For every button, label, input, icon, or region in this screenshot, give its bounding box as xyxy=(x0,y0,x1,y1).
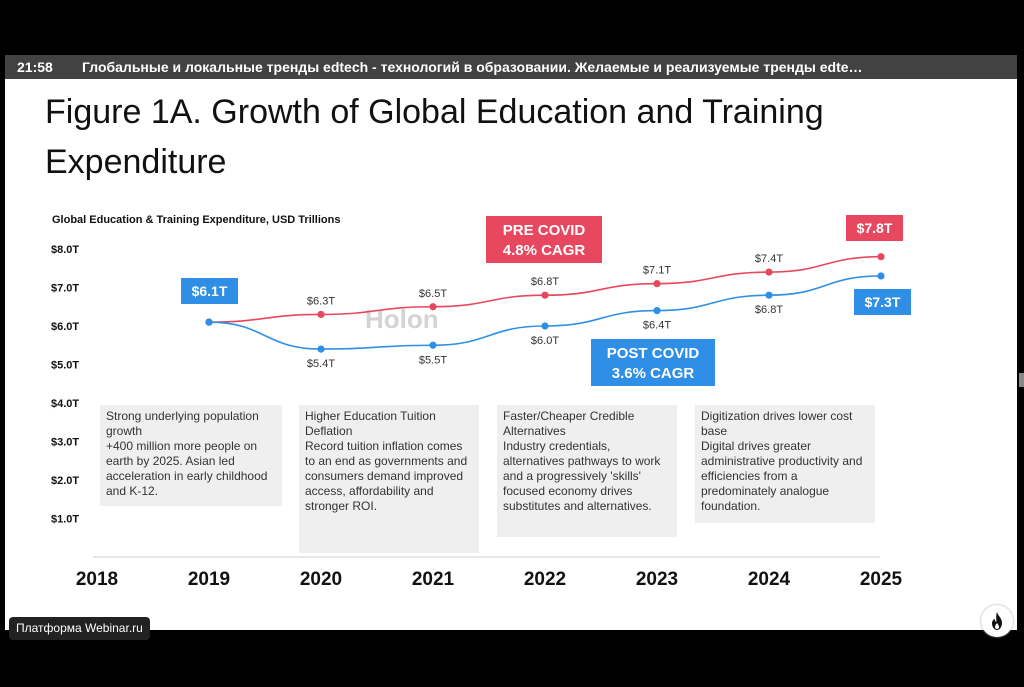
note-heading: Strong underlying population growth xyxy=(106,409,259,438)
pre-covid-callout-text: PRE COVID xyxy=(503,222,586,239)
post-covid-end-label: $7.3T xyxy=(865,294,901,310)
post-covid-point xyxy=(765,291,773,299)
x-tick-label: 2022 xyxy=(524,569,566,590)
note-body: Record tuition inflation comes to an end… xyxy=(305,439,468,513)
reaction-button[interactable] xyxy=(981,605,1013,637)
pre-covid-point xyxy=(541,291,549,299)
note-body: Digital drives greater administrative pr… xyxy=(701,439,863,513)
pre-covid-point xyxy=(429,303,437,311)
chart-title: Global Education & Training Expenditure,… xyxy=(52,214,341,226)
post-covid-callout-text: 3.6% CAGR xyxy=(612,365,695,382)
figure-title: Figure 1A. Growth of Global Education an… xyxy=(45,93,824,181)
clock-time: 21:58 xyxy=(17,59,53,75)
y-tick-label: $7.0T xyxy=(51,283,79,295)
pre-covid-callout-text: 4.8% CAGR xyxy=(503,242,586,259)
pre-covid-data-label: $7.1T xyxy=(643,265,671,277)
post-covid-end-label-box xyxy=(854,289,911,315)
start-value-label-box xyxy=(181,278,238,304)
y-tick-label: $2.0T xyxy=(51,475,79,487)
pre-covid-end-label-box xyxy=(846,215,903,241)
post-covid-data-label: $5.5T xyxy=(419,354,447,366)
post-covid-point xyxy=(317,345,325,353)
post-covid-point xyxy=(541,322,549,330)
pre-covid-data-label: $6.8T xyxy=(531,276,559,288)
pre-covid-point xyxy=(765,268,773,276)
note-heading: Higher Education Tuition Deflation xyxy=(305,409,436,438)
y-tick-label: $1.0T xyxy=(51,514,79,526)
pre-covid-point xyxy=(877,253,885,261)
note-tuition-deflation: Higher Education Tuition Deflation Recor… xyxy=(299,405,479,553)
y-tick-label: $8.0T xyxy=(51,244,79,256)
presentation-slide: 21:58 Глобальные и локальные тренды edte… xyxy=(5,55,1017,630)
x-tick-label: 2018 xyxy=(76,569,118,590)
post-covid-point xyxy=(877,272,885,280)
pre-covid-point xyxy=(317,310,325,319)
note-digitization: Digitization drives lower cost base Digi… xyxy=(695,405,875,523)
pre-covid-point xyxy=(653,280,661,288)
x-tick-label: 2020 xyxy=(300,569,342,590)
note-body: Industry credentials, alternatives pathw… xyxy=(503,439,661,513)
post-covid-callout-text: POST COVID xyxy=(607,345,700,362)
webinar-header: 21:58 Глобальные и локальные тренды edte… xyxy=(5,55,1017,79)
post-covid-point xyxy=(429,341,437,349)
note-population-growth: Strong underlying population growth +400… xyxy=(100,405,282,506)
note-heading: Digitization drives lower cost base xyxy=(701,409,853,438)
post-covid-callout-box xyxy=(591,339,715,386)
note-body: +400 million more people on earth by 202… xyxy=(106,439,268,498)
pre-covid-data-label: $6.3T xyxy=(307,295,335,307)
x-tick-label: 2025 xyxy=(860,569,903,590)
note-credible-alternatives: Faster/Cheaper Credible Alternatives Ind… xyxy=(497,405,677,537)
x-tick-label: 2023 xyxy=(636,569,678,590)
y-tick-label: $5.0T xyxy=(51,360,79,372)
post-covid-point xyxy=(205,318,213,326)
post-covid-data-label: $6.8T xyxy=(755,304,783,316)
pre-covid-end-label: $7.8T xyxy=(857,220,893,236)
y-tick-label: $4.0T xyxy=(51,398,79,410)
y-tick-label: $6.0T xyxy=(51,321,79,333)
post-covid-data-label: $6.0T xyxy=(531,335,559,347)
post-covid-point xyxy=(653,307,661,315)
post-covid-data-label: $5.4T xyxy=(307,358,335,370)
pre-covid-data-label: $6.5T xyxy=(419,288,447,300)
top-black-bar xyxy=(0,0,1024,40)
note-heading: Faster/Cheaper Credible Alternatives xyxy=(503,409,635,438)
scroll-handle[interactable] xyxy=(1019,373,1024,387)
start-value-label: $6.1T xyxy=(192,283,228,299)
pre-covid-data-label: $7.4T xyxy=(755,253,783,265)
watermark: Holon xyxy=(365,304,439,334)
fire-icon xyxy=(992,612,1002,630)
platform-badge[interactable]: Платформа Webinar.ru xyxy=(9,617,150,640)
expenditure-line-chart: Holon $8.0T $7.0T $6.0T $5.0T $4.0T $3.0T $2.0T… xyxy=(51,215,911,590)
x-tick-label: 2024 xyxy=(748,569,791,590)
y-tick-label: $3.0T xyxy=(51,437,79,449)
pre-covid-callout-box xyxy=(486,216,602,263)
x-tick-label: 2019 xyxy=(188,569,230,590)
x-tick-label: 2021 xyxy=(412,569,455,590)
post-covid-data-label: $6.4T xyxy=(643,320,671,332)
